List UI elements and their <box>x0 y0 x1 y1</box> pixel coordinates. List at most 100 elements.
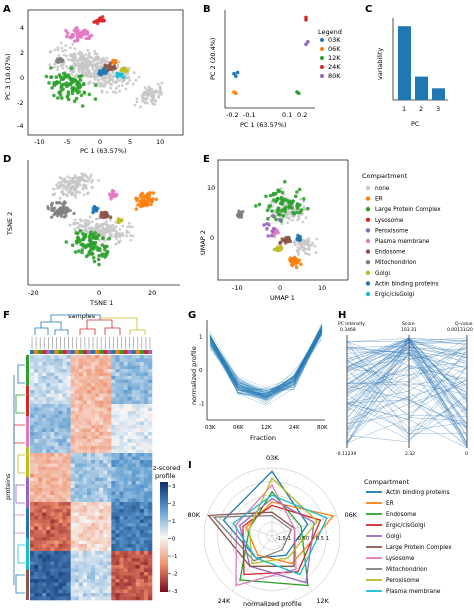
panel-f-heatmap-cell <box>62 425 67 429</box>
panel-d-point-none <box>105 227 109 231</box>
panel-f-heatmap-cell <box>50 547 55 552</box>
panel-f-heatmap-cell <box>127 596 132 601</box>
panel-a-point-none <box>94 69 97 73</box>
panel-f-heatmap-cell <box>62 575 67 580</box>
panel-f-heatmap-cell <box>91 425 96 429</box>
panel-f-heatmap-cell <box>74 365 80 370</box>
panel-f-heatmap-cell <box>115 372 120 377</box>
panel-f-heatmap-cell <box>135 551 141 555</box>
panel-f-heatmap-cell <box>78 421 84 426</box>
panel-b-xtick-1: -0.1 <box>243 111 256 119</box>
panel-i-series-polygon <box>212 514 293 562</box>
panel-f-heatmap-cell <box>143 579 149 583</box>
panel-f-heatmap-cell <box>135 526 141 531</box>
panel-f-heatmap-cell <box>62 418 67 422</box>
panel-f-heatmap-cell <box>111 439 116 443</box>
panel-f-heatmap-cell <box>66 379 71 384</box>
panel-f-heatmap-cell <box>38 379 43 384</box>
panel-f-heatmap-cell <box>42 404 47 408</box>
panel-f-heatmap-cell <box>62 397 67 401</box>
panel-f-heatmap-cell <box>30 362 35 366</box>
panel-f-heatmap-cell <box>107 512 112 517</box>
panel-f-heatmap-cell <box>143 502 149 506</box>
panel-f-heatmap-cell <box>119 425 124 429</box>
panel-f-heatmap-cell <box>143 572 149 576</box>
panel-f-heatmap-cell <box>86 428 92 433</box>
panel-f-heatmap-cell <box>111 397 116 401</box>
panel-f-heatmap-cell <box>74 418 80 422</box>
panel-f-heatmap-cell <box>38 586 43 590</box>
panel-f-heatmap-cell <box>82 491 88 496</box>
panel-f-column-dendrogram-branch <box>54 329 69 335</box>
panel-f-heatmap-cell <box>131 540 137 545</box>
panel-f-heatmap-cell <box>107 365 112 370</box>
panel-a-point-complex <box>69 78 74 82</box>
panel-f-heatmap-cell <box>30 505 35 510</box>
panel-h: PC Intensity Score Q-value 0.3468 103.31… <box>336 321 473 457</box>
panel-f-heatmap-cell <box>46 435 51 440</box>
panel-f-heatmap-cell <box>74 449 80 454</box>
panel-f-heatmap-cell <box>107 442 112 447</box>
panel-g-series-line <box>209 326 323 392</box>
panel-f-heatmap-cell <box>115 453 120 457</box>
panel-f-heatmap-cell <box>95 358 100 363</box>
panel-g-series-line <box>209 326 323 399</box>
panel-f-heatmap-cell <box>131 386 137 391</box>
panel-f-heatmap-cell <box>127 561 132 566</box>
panel-f-column-dendrogram-branch <box>34 327 49 335</box>
panel-f-heatmap-cell <box>107 449 112 454</box>
panel-f-heatmap-cell <box>62 596 67 601</box>
panel-f-heatmap-cell <box>38 547 43 552</box>
panel-f-heatmap-cell <box>58 516 63 520</box>
panel-f-heatmap-cell <box>99 526 104 531</box>
panel-f-heatmap-cell <box>30 572 35 576</box>
panel-f-heatmap-cell <box>46 589 51 594</box>
panel-f-heatmap-cell <box>99 460 104 464</box>
panel-f-heatmap-cell <box>99 575 104 580</box>
panel-f-heatmap-cell <box>91 582 96 587</box>
panel-g-series-line <box>209 329 323 391</box>
panel-f-heatmap-cell <box>119 575 124 580</box>
panel-d-point-none <box>83 185 87 189</box>
panel-f-heatmap-cell <box>46 502 51 506</box>
panel-f-heatmap-cell <box>91 421 96 426</box>
panel-f-heatmap-cell <box>34 596 39 601</box>
panel-f-heatmap-cell <box>34 467 39 471</box>
panel-e-xtick-0: -10 <box>232 284 243 292</box>
panel-f-heatmap-cell <box>119 365 124 370</box>
panel-d-point-endosome <box>105 214 109 219</box>
panel-f-heatmap-cell <box>91 484 96 489</box>
panel-f-heatmap-cell <box>74 512 80 517</box>
panel-f-heatmap-cell <box>95 519 100 524</box>
panel-f-heatmap-cell <box>78 474 84 478</box>
panel-f-heatmap-cell <box>135 449 141 454</box>
panel-a-point-none <box>81 61 84 64</box>
panel-f-heatmap-cell <box>62 547 67 552</box>
panel-d-point-none <box>96 227 100 230</box>
panel-f-heatmap-cell <box>99 572 104 576</box>
panel-f-heatmap-cell <box>66 558 71 562</box>
panel-d-point-complex <box>97 253 101 258</box>
panel-f-heatmap-cell <box>91 565 96 569</box>
panel-g-series-line <box>209 330 323 397</box>
panel-f-heatmap-cell <box>50 379 55 384</box>
panel-f-heatmap-cell <box>135 435 141 440</box>
panel-a-point-none <box>158 85 162 89</box>
panel-f-heatmap-cell <box>115 439 120 443</box>
panel-f-heatmap-cell <box>147 477 153 482</box>
panel-f-heatmap-cell <box>66 376 71 380</box>
panel-d-point-none <box>130 225 134 229</box>
panel-f-heatmap-cell <box>34 453 39 457</box>
panel-f-heatmap-cell <box>30 488 35 492</box>
panel-g-series-line <box>209 329 323 397</box>
panel-f-heatmap-cell <box>115 400 120 405</box>
panel-f-heatmap-cell <box>107 596 112 601</box>
panel-f-heatmap-cell <box>38 411 43 415</box>
panel-f-heatmap-cell <box>46 568 51 573</box>
panel-f-heatmap-cell <box>107 495 112 499</box>
panel-f-heatmap-cell <box>119 467 124 471</box>
panel-f-heatmap-cell <box>34 488 39 492</box>
panel-f-heatmap-cell <box>30 547 35 552</box>
